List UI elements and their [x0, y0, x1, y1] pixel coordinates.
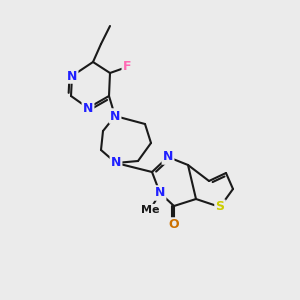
Text: N: N: [111, 157, 121, 169]
Text: N: N: [155, 187, 165, 200]
Text: N: N: [110, 110, 120, 122]
Text: N: N: [83, 101, 93, 115]
Text: Me: Me: [141, 205, 159, 215]
Text: N: N: [67, 70, 77, 83]
Text: N: N: [163, 151, 173, 164]
Text: S: S: [215, 200, 224, 214]
Text: O: O: [169, 218, 179, 232]
Text: F: F: [123, 61, 131, 74]
